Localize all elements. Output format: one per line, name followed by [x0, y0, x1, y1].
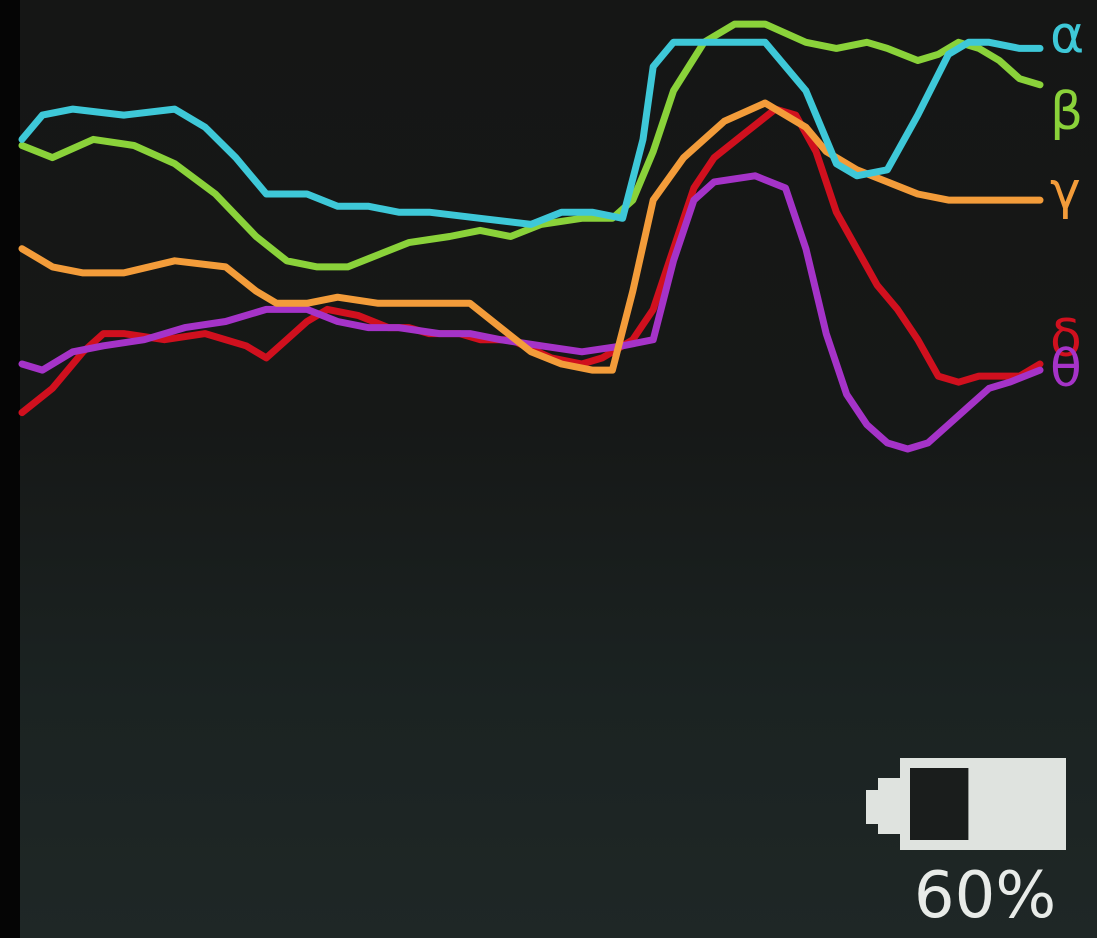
series-label-theta: θ [1050, 339, 1082, 399]
series-labels: δθ γβα [1050, 5, 1084, 399]
series-line-alpha [18, 38, 1044, 228]
battery-percentage: 60% [913, 859, 1057, 933]
series-line-beta [18, 20, 1044, 271]
series-line-delta [18, 105, 1044, 417]
battery-empty-region [910, 768, 969, 840]
series-label-alpha: α [1050, 5, 1084, 65]
series-line-theta [18, 172, 1044, 453]
series-label-gamma: γ [1050, 161, 1081, 221]
series-label-beta: β [1050, 82, 1083, 142]
battery-icon [866, 758, 1066, 850]
battery-cap [878, 778, 904, 834]
screen-bezel [0, 0, 20, 938]
series-line-gamma [18, 99, 1044, 374]
battery-terminal [866, 790, 878, 824]
series-lines [18, 20, 1044, 453]
series-label-delta: δ [1050, 309, 1082, 369]
